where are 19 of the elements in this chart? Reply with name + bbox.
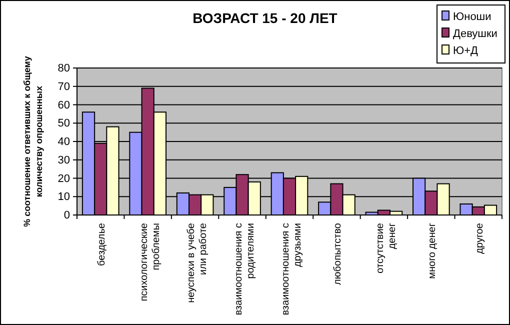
x-tick-label: безделье (96, 222, 108, 266)
legend-label: Юноши (453, 11, 492, 23)
y-tick-label: 20 (58, 172, 70, 185)
legend-label: Девушки (453, 28, 498, 40)
x-tick-label: много денег (427, 222, 438, 279)
y-tick-label: 70 (58, 80, 70, 93)
y-axis-title: % соотношение ответивших к общему количеству опрошенных (22, 56, 44, 227)
y-tick-label: 10 (58, 191, 70, 204)
y-tick-label: 0 (64, 210, 70, 222)
legend-label: Ю+Д (453, 45, 479, 57)
y-tick-label: 40 (58, 136, 70, 148)
x-tick-label: любопытство (332, 222, 344, 286)
x-tick-label: отсутствие денег (374, 222, 398, 274)
y-tick-label: 30 (58, 154, 70, 166)
x-tick-label: другое (474, 222, 486, 254)
y-tick-label: 60 (58, 99, 70, 112)
chart-title: ВОЗРАСТ 15 - 20 ЛЕТ (192, 10, 338, 26)
y-tick-label: 80 (58, 62, 70, 75)
y-tick-label: 50 (58, 118, 70, 130)
